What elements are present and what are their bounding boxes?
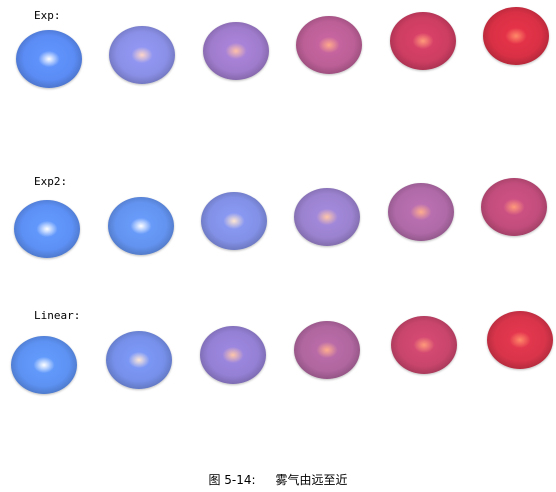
fog-sphere bbox=[483, 7, 549, 65]
fog-sphere bbox=[294, 321, 360, 379]
fog-sphere bbox=[109, 26, 175, 84]
section-label-exp: Exp: bbox=[34, 9, 61, 22]
fog-sphere bbox=[200, 326, 266, 384]
fog-sphere bbox=[487, 311, 553, 369]
fog-sphere bbox=[16, 30, 82, 88]
fog-sphere bbox=[390, 12, 456, 70]
section-label-linear: Linear: bbox=[34, 309, 81, 322]
section-label-exp2: Exp2: bbox=[34, 175, 68, 188]
fog-sphere bbox=[14, 200, 80, 258]
figure-number: 图 5-14: bbox=[208, 473, 256, 487]
figure-title: 雾气由远至近 bbox=[275, 473, 348, 487]
fog-sphere bbox=[391, 316, 457, 374]
fog-sphere bbox=[11, 336, 77, 394]
fog-sphere bbox=[106, 331, 172, 389]
figure-caption: 图 5-14: 雾气由远至近 bbox=[0, 472, 556, 488]
fog-sphere bbox=[481, 178, 547, 236]
fog-sphere bbox=[108, 197, 174, 255]
fog-sphere bbox=[296, 16, 362, 74]
fog-sphere bbox=[201, 192, 267, 250]
fog-sphere bbox=[294, 188, 360, 246]
fog-sphere bbox=[203, 22, 269, 80]
fog-sphere bbox=[388, 183, 454, 241]
